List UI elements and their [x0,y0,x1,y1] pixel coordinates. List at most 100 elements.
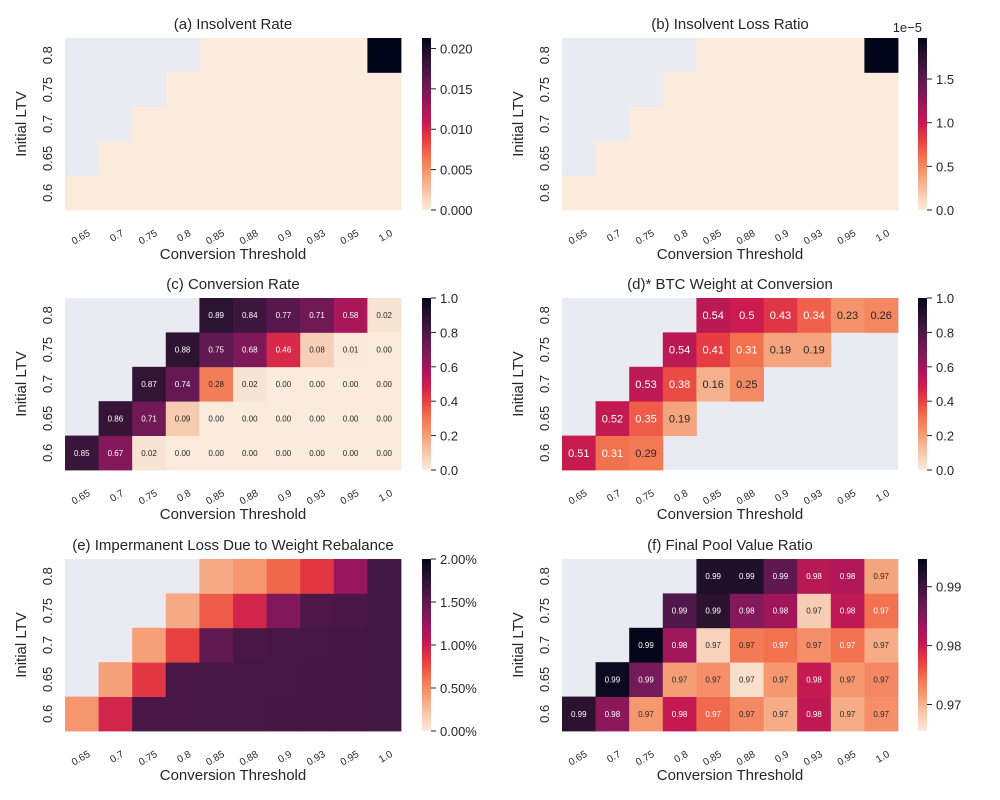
x-tick-label: 0.65 [70,488,93,507]
heatmap-cell [98,435,133,471]
cell-annotation: 0.98 [739,607,755,616]
heatmap-cell [233,401,267,436]
heatmap-cell [266,662,301,697]
heatmap-cell [199,435,234,471]
heatmap-cell [333,662,368,697]
y-axis-label: Initial LTV [13,351,30,417]
heatmap-cell [562,175,596,211]
x-tick-label: 0.88 [735,488,758,507]
colorbar-tick-label: 0.2 [936,429,954,444]
heatmap-cell [333,332,368,368]
heatmap-cell [763,106,798,142]
x-tick-label: 0.85 [701,488,724,507]
heatmap-cell [199,696,234,732]
cell-annotation: 0.43 [770,310,791,322]
colorbar-tick-label: 1.00% [440,638,477,653]
heatmap-cell [165,696,200,732]
x-tick-label: 0.8 [673,749,691,766]
heatmap-cell [233,298,267,333]
heatmap-cell [300,332,335,368]
cell-annotation: 0.23 [837,310,858,322]
heatmap-cell [65,696,99,732]
y-tick-label: 0.6 [40,184,55,202]
cell-annotation: 0.02 [242,380,258,389]
cell-annotation: 0.00 [208,414,224,423]
heatmap-cell [595,435,630,471]
panel-c: 0.85 0.67 0.02 0.00 0.00 0.00 0.00 0.00 0.00 0.00… [13,276,458,523]
heatmap-cell [165,627,200,663]
x-tick-label: 0.9 [773,488,791,505]
heatmap-cell [797,696,832,732]
x-tick-label: 0.95 [339,488,362,507]
heatmap-cell [797,298,832,333]
colorbar-tick-label: 1.5 [936,72,954,87]
y-tick-label: 0.8 [537,306,552,324]
heatmap-cell [65,175,99,211]
x-tick-label: 0.8 [673,228,691,245]
cell-annotation: 0.00 [276,380,292,389]
panel-e: (e) Impermanent Loss Due to Weight Rebal… [13,537,477,784]
heatmap-cell [662,332,697,368]
heatmap-cell [629,106,664,142]
heatmap-cell [763,696,798,732]
cell-annotation: 0.46 [276,346,292,355]
cell-annotation: 0.19 [669,413,690,425]
heatmap-cell [367,593,402,629]
heatmap-cell [763,38,798,73]
heatmap-cell [662,366,697,402]
y-tick-label: 0.75 [40,598,55,623]
cell-annotation: 0.00 [343,449,359,458]
x-tick-label: 0.75 [634,228,657,247]
heatmap-cell [830,141,865,176]
colorbar-tick-label: 0.4 [936,394,954,409]
heatmap-cell [629,175,664,211]
heatmap-cell [864,175,899,211]
x-tick-label: 0.95 [339,228,362,247]
x-tick-label: 0.7 [108,488,126,505]
heatmap-cell [864,627,899,663]
cell-annotation: 0.58 [343,311,359,320]
cell-annotation: 0.84 [242,311,258,320]
cell-annotation: 0.99 [773,572,789,581]
y-tick-label: 0.75 [40,337,55,362]
cell-annotation: 0.98 [672,641,688,650]
heatmap-cell [662,175,697,211]
heatmap-cell [367,38,402,73]
heatmap-cell [132,366,167,402]
cell-annotation: 0.54 [669,345,690,357]
heatmap-cell [367,696,402,732]
heatmap-cell [300,141,335,176]
cell-annotation: 0.97 [840,710,856,719]
heatmap-cell [763,593,798,629]
heatmap-cell [864,559,899,594]
x-tick-label: 1.0 [377,228,395,245]
heatmap-cell [165,401,200,436]
y-tick-label: 0.65 [537,406,552,431]
heatmap-cell [300,662,335,697]
heatmap-cell [266,696,301,732]
cell-annotation: 0.31 [602,448,623,460]
heatmap-cell [233,332,267,368]
heatmap-cell [864,696,899,732]
heatmap-cell [797,559,832,594]
heatmap-cell [300,435,335,471]
y-tick-label: 0.6 [537,705,552,723]
y-tick-label: 0.8 [40,306,55,324]
heatmap-cell [730,141,764,176]
cell-annotation: 0.00 [276,414,292,423]
heatmap-cell [233,662,267,697]
y-tick-label: 0.7 [537,115,552,133]
cell-annotation: 0.98 [806,710,822,719]
chart-title: (b) Insolvent Loss Ratio [651,16,809,33]
cell-annotation: 0.99 [705,607,721,616]
cell-annotation: 0.85 [74,449,90,458]
colorbar-tick-label: 0.6 [440,360,458,375]
cell-annotation: 0.97 [806,641,822,650]
heatmap-cell [132,106,167,142]
heatmap-cell [199,106,234,142]
y-tick-label: 0.75 [537,598,552,623]
heatmap-cell [333,141,368,176]
y-tick-label: 0.7 [537,636,552,654]
x-tick-label: 0.88 [735,749,758,768]
heatmap-cell [300,38,335,73]
